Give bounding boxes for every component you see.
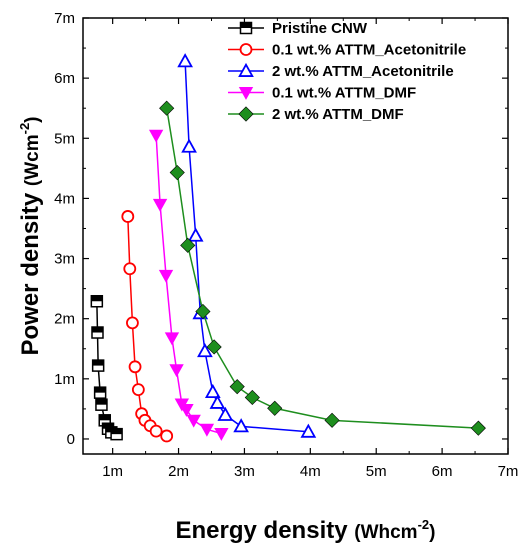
data-point	[160, 429, 174, 443]
legend-marker	[238, 86, 254, 100]
data-point	[197, 342, 213, 358]
x-tick-label: 4m	[300, 463, 321, 480]
data-point	[126, 316, 139, 330]
data-point	[180, 237, 196, 253]
data-point	[90, 294, 104, 308]
series-4	[159, 100, 486, 436]
series-1	[121, 210, 174, 443]
legend-item: 2 wt.% ATTM_DMF	[228, 106, 404, 123]
legend-label: 0.1 wt.% ATTM_Acetonitrile	[272, 42, 466, 59]
x-tick-label: 6m	[432, 463, 453, 480]
data-point	[199, 423, 215, 437]
data-point	[324, 412, 340, 428]
series-0	[90, 294, 123, 441]
data-point	[159, 100, 175, 116]
x-tick-label: 1m	[102, 463, 123, 480]
data-point-fill	[111, 428, 123, 435]
y-tick-label: 4m	[54, 190, 75, 207]
legend: Pristine CNW 0.1 wt.% ATTM_Acetonitrile 2 …	[228, 20, 466, 123]
data-point	[91, 326, 104, 339]
data-point-fill	[92, 360, 104, 366]
data-point	[179, 403, 194, 417]
data-point-fill	[102, 423, 114, 429]
legend-marker	[239, 21, 253, 35]
data-point	[229, 379, 245, 395]
data-point	[110, 427, 123, 441]
data-point	[267, 400, 283, 416]
data-point	[300, 423, 317, 438]
data-point	[169, 164, 185, 181]
data-point	[209, 394, 226, 409]
data-point	[195, 303, 211, 320]
data-point	[233, 418, 249, 433]
legend-marker-fill	[240, 22, 252, 28]
legend-marker	[238, 106, 254, 122]
legend-item: 0.1 wt.% ATTM_Acetonitrile	[228, 42, 466, 59]
y-tick-label: 1m	[54, 371, 75, 388]
data-point	[244, 389, 260, 406]
data-point	[158, 269, 174, 283]
data-point	[470, 420, 486, 436]
legend-label: 0.1 wt.% ATTM_DMF	[272, 85, 416, 102]
data-point	[181, 138, 197, 153]
data-point	[95, 398, 108, 411]
data-point	[206, 339, 222, 355]
data-point	[204, 383, 221, 399]
data-point	[186, 414, 201, 428]
data-point	[131, 383, 145, 397]
y-axis-title: Power density (Wcm-2)	[17, 116, 44, 355]
data-point-fill	[91, 327, 103, 333]
legend-item: Pristine CNW	[228, 20, 368, 37]
x-tick-label: 5m	[366, 463, 387, 480]
plot-frame	[82, 17, 509, 455]
data-point	[152, 198, 168, 212]
x-tick-label: 3m	[234, 463, 255, 480]
data-point-fill	[91, 295, 103, 302]
y-tick-label: 5m	[54, 130, 75, 147]
y-tick-label: 0	[67, 431, 75, 448]
data-point	[93, 386, 107, 399]
data-point	[121, 210, 135, 223]
data-point	[128, 360, 142, 374]
data-point	[214, 427, 229, 441]
series-3	[148, 129, 229, 441]
data-point	[187, 227, 204, 242]
legend-marker	[238, 62, 254, 77]
data-point	[91, 359, 105, 372]
series-line	[165, 108, 479, 429]
data-point	[217, 406, 234, 421]
data-point	[148, 129, 164, 143]
data-point-fill	[94, 387, 106, 393]
data-point	[177, 53, 193, 68]
legend-label: 2 wt.% ATTM_DMF	[272, 106, 404, 123]
data-point	[164, 332, 180, 346]
legend-label: Pristine CNW	[272, 20, 368, 37]
data-point-fill	[99, 414, 111, 421]
y-tick-label: 7m	[54, 10, 75, 27]
x-tick-label: 7m	[498, 463, 519, 480]
y-tick-label: 6m	[54, 70, 75, 87]
legend-item: 0.1 wt.% ATTM_DMF	[228, 85, 416, 102]
y-tick-label: 2m	[54, 311, 75, 328]
data-point	[149, 424, 163, 438]
x-axis-title: Energy density (Whcm-2)	[176, 517, 436, 544]
legend-marker	[239, 43, 253, 56]
data-point	[169, 364, 184, 378]
legend-label: 2 wt.% ATTM_Acetonitrile	[272, 63, 454, 80]
y-tick-label: 3m	[54, 251, 75, 268]
legend-item: 2 wt.% ATTM_Acetonitrile	[228, 62, 454, 80]
data-point-fill	[95, 399, 107, 405]
series-2	[177, 53, 317, 438]
series-line	[184, 61, 309, 433]
x-tick-label: 2m	[168, 463, 189, 480]
data-point	[123, 262, 137, 276]
